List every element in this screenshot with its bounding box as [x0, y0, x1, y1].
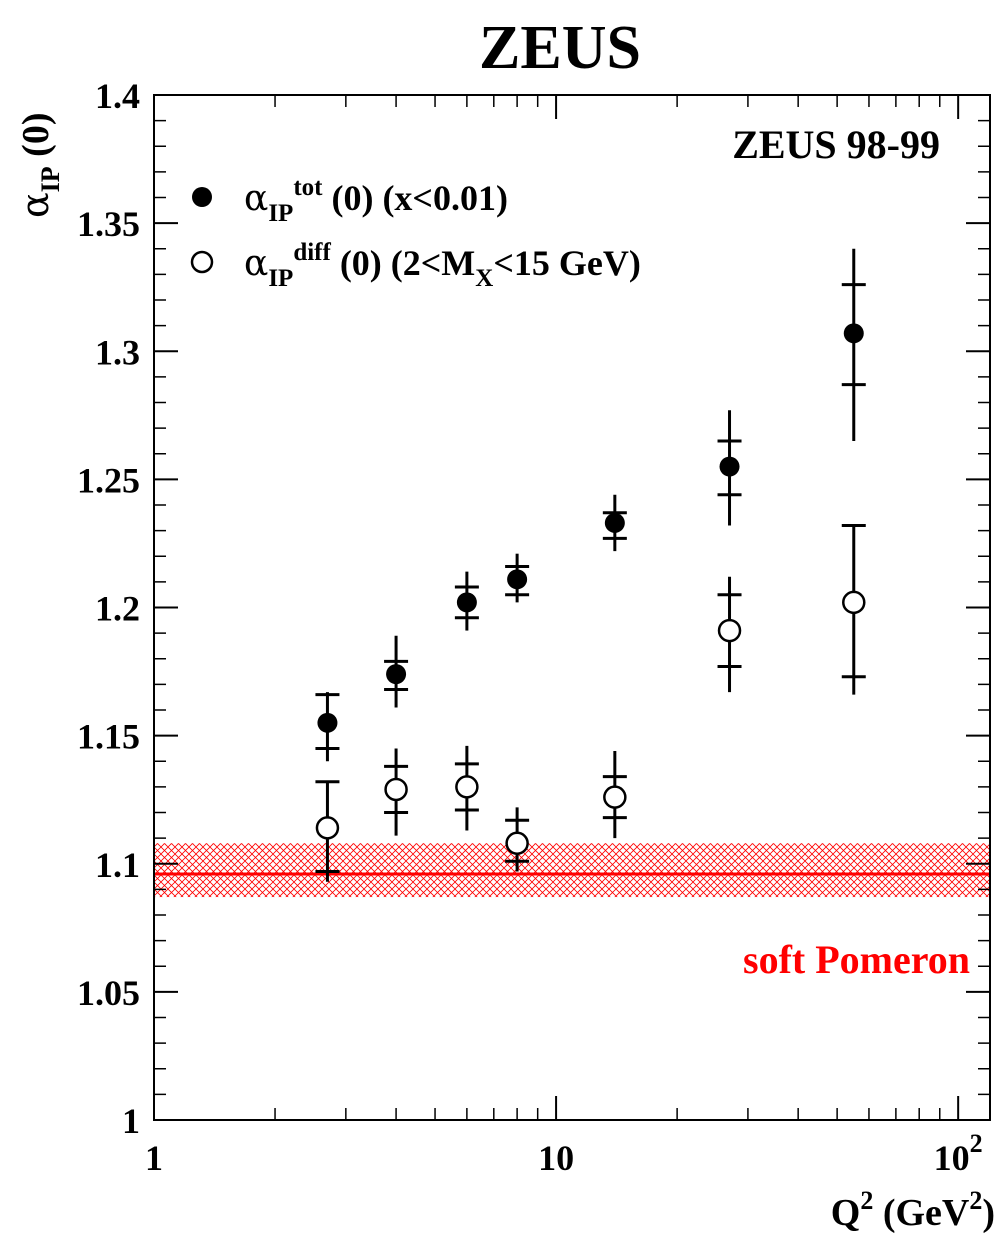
chart-title: ZEUS	[479, 14, 641, 82]
y-tick-label: 1.05	[77, 973, 140, 1013]
data-point-diff	[603, 785, 627, 809]
data-point-diff	[384, 777, 408, 802]
legend-label-diff: αIPdiff (0) (2<MX<15 GeV)	[244, 239, 641, 292]
data-point-diff	[505, 831, 529, 855]
data-point-tot	[719, 456, 740, 477]
y-axis-title: αIP (0)	[13, 113, 65, 218]
y-tick-label: 1.25	[77, 460, 140, 500]
y-tick-label: 1	[122, 1101, 140, 1141]
legend-label-tot: αIPtot (0) (x<0.01)	[244, 174, 508, 227]
y-tick-label: 1.15	[77, 717, 140, 757]
plot-frame	[153, 94, 991, 1121]
y-tick-label: 1.4	[95, 76, 140, 116]
series-tot	[315, 248, 866, 762]
x-axis-title: Q2 (GeV2)	[831, 1186, 995, 1234]
x-tick-label: 102	[934, 1129, 983, 1178]
data-point-tot	[386, 664, 407, 685]
data-point-diff	[455, 775, 479, 799]
data-point-tot	[317, 712, 338, 733]
band-area	[154, 843, 990, 898]
legend-marker-tot	[192, 187, 212, 207]
data-point-diff	[842, 590, 866, 615]
y-tick-label: 1.35	[77, 204, 140, 244]
legend-marker-diff	[190, 250, 214, 274]
y-tick-label: 1.1	[95, 845, 140, 885]
data-point-diff	[315, 816, 340, 840]
y-tick-label: 1.2	[95, 589, 140, 629]
data-point-tot	[843, 323, 864, 344]
x-tick-label: 10	[538, 1138, 574, 1178]
data-point-tot	[604, 512, 625, 533]
legend: αIPtot (0) (x<0.01) αIPdiff (0) (2<MX<15…	[190, 174, 641, 292]
y-tick-label: 1.3	[95, 332, 140, 372]
data-point-tot	[456, 592, 477, 613]
data-point-tot	[507, 569, 528, 590]
plot-subtitle: ZEUS 98-99	[732, 122, 940, 167]
x-tick-label: 1	[145, 1138, 163, 1178]
data-point-diff	[717, 618, 742, 643]
band-label: soft Pomeron	[743, 937, 970, 982]
series-diff	[315, 524, 866, 882]
